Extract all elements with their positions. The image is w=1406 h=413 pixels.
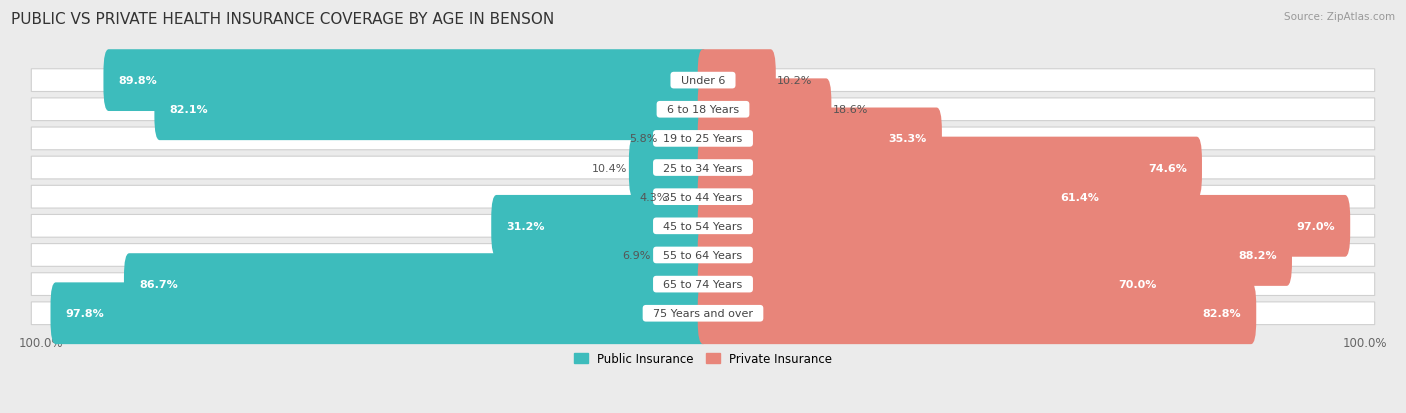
Text: 86.7%: 86.7% [139,280,179,290]
FancyBboxPatch shape [31,99,1375,121]
FancyBboxPatch shape [155,79,709,141]
Text: 35.3%: 35.3% [889,134,927,144]
Text: 25 to 34 Years: 25 to 34 Years [657,163,749,173]
FancyBboxPatch shape [652,225,709,286]
Text: 45 to 54 Years: 45 to 54 Years [657,221,749,231]
FancyBboxPatch shape [697,108,942,170]
FancyBboxPatch shape [697,50,776,112]
Text: 97.0%: 97.0% [1296,221,1334,231]
Text: 6.9%: 6.9% [623,250,651,260]
FancyBboxPatch shape [124,254,709,315]
Text: 4.3%: 4.3% [640,192,668,202]
Text: 65 to 74 Years: 65 to 74 Years [657,280,749,290]
FancyBboxPatch shape [697,254,1171,315]
FancyBboxPatch shape [31,273,1375,296]
Text: 31.2%: 31.2% [506,221,546,231]
Text: 88.2%: 88.2% [1239,250,1277,260]
Text: 19 to 25 Years: 19 to 25 Years [657,134,749,144]
Text: 70.0%: 70.0% [1118,280,1156,290]
Legend: Public Insurance, Private Insurance: Public Insurance, Private Insurance [569,347,837,370]
FancyBboxPatch shape [697,195,1350,257]
Text: 10.4%: 10.4% [592,163,627,173]
Text: 55 to 64 Years: 55 to 64 Years [657,250,749,260]
FancyBboxPatch shape [31,244,1375,267]
Text: 89.8%: 89.8% [118,76,157,86]
Text: 6 to 18 Years: 6 to 18 Years [659,105,747,115]
FancyBboxPatch shape [31,186,1375,209]
Text: 82.8%: 82.8% [1202,309,1241,318]
FancyBboxPatch shape [628,137,709,199]
Text: Under 6: Under 6 [673,76,733,86]
Text: 10.2%: 10.2% [778,76,813,86]
Text: 97.8%: 97.8% [66,309,104,318]
FancyBboxPatch shape [697,166,1115,228]
FancyBboxPatch shape [104,50,709,112]
Text: PUBLIC VS PRIVATE HEALTH INSURANCE COVERAGE BY AGE IN BENSON: PUBLIC VS PRIVATE HEALTH INSURANCE COVER… [11,12,554,27]
Text: Source: ZipAtlas.com: Source: ZipAtlas.com [1284,12,1395,22]
FancyBboxPatch shape [31,302,1375,325]
FancyBboxPatch shape [697,137,1202,199]
FancyBboxPatch shape [659,108,709,170]
Text: 5.8%: 5.8% [630,134,658,144]
FancyBboxPatch shape [31,128,1375,150]
FancyBboxPatch shape [31,215,1375,237]
Text: 74.6%: 74.6% [1147,163,1187,173]
FancyBboxPatch shape [51,282,709,344]
Text: 35 to 44 Years: 35 to 44 Years [657,192,749,202]
Text: 75 Years and over: 75 Years and over [645,309,761,318]
FancyBboxPatch shape [697,79,831,141]
Text: 82.1%: 82.1% [170,105,208,115]
FancyBboxPatch shape [31,157,1375,180]
FancyBboxPatch shape [491,195,709,257]
FancyBboxPatch shape [697,225,1292,286]
Text: 61.4%: 61.4% [1060,192,1099,202]
FancyBboxPatch shape [31,69,1375,92]
Text: 18.6%: 18.6% [832,105,868,115]
FancyBboxPatch shape [697,282,1256,344]
FancyBboxPatch shape [669,166,709,228]
